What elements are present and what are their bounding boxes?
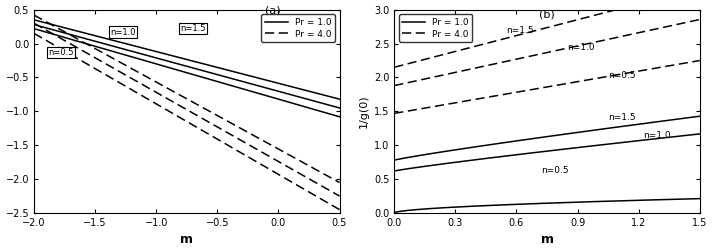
Text: n=0.5: n=0.5 bbox=[608, 71, 636, 80]
Text: n=1.0: n=1.0 bbox=[642, 131, 670, 140]
Text: n=1.5: n=1.5 bbox=[180, 24, 206, 33]
Text: n=1.0: n=1.0 bbox=[568, 43, 595, 52]
Text: n=1.5: n=1.5 bbox=[608, 113, 636, 121]
Text: (b): (b) bbox=[539, 10, 555, 20]
X-axis label: m: m bbox=[540, 233, 553, 246]
Text: (a): (a) bbox=[265, 6, 280, 16]
Legend: Pr = 1.0, Pr = 4.0: Pr = 1.0, Pr = 4.0 bbox=[262, 14, 335, 42]
Text: n=0.5: n=0.5 bbox=[48, 48, 74, 57]
Text: n=1.0: n=1.0 bbox=[110, 27, 135, 37]
Legend: Pr = 1.0, Pr = 4.0: Pr = 1.0, Pr = 4.0 bbox=[399, 14, 473, 42]
X-axis label: m: m bbox=[180, 233, 193, 246]
Text: n=0.5: n=0.5 bbox=[541, 166, 568, 175]
Y-axis label: 1/g(0): 1/g(0) bbox=[359, 94, 369, 128]
Text: n=1.5: n=1.5 bbox=[506, 26, 534, 36]
